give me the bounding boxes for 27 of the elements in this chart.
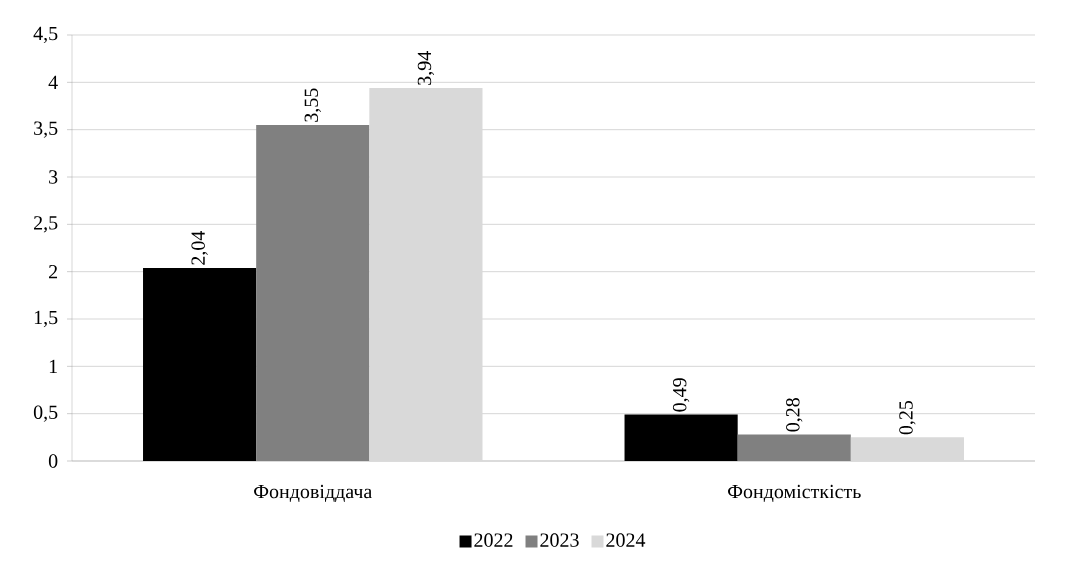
- bar: [850, 437, 964, 461]
- data-label: 3,94: [417, 51, 435, 85]
- data-label: 2,04: [191, 230, 208, 265]
- bar: [369, 88, 483, 461]
- y-tick-label: 3,5: [34, 121, 58, 138]
- y-tick-label: 0: [48, 454, 58, 468]
- bar: [256, 124, 370, 461]
- y-tick-label: 0,5: [33, 405, 58, 422]
- y-tick-label: 2: [49, 265, 58, 279]
- legend-label: 2024: [606, 533, 646, 547]
- x-tick-label: Фондомісткість: [728, 484, 861, 502]
- x-tick-label: Фондовіддача: [254, 484, 373, 502]
- y-tick-label: 3: [49, 170, 58, 184]
- y-tick-label: 1,5: [34, 310, 58, 328]
- y-tick-label: 2,5: [34, 216, 58, 233]
- data-label: 0,25: [899, 400, 916, 435]
- bar: [624, 414, 738, 461]
- legend-label: 2023: [540, 533, 579, 547]
- data-label: 0,49: [672, 378, 690, 412]
- legend-label: 2022: [474, 533, 513, 547]
- bar: [143, 267, 257, 461]
- y-tick-label: 4,5: [33, 26, 58, 44]
- y-tick-label: 1: [49, 359, 57, 373]
- data-label: 3,55: [304, 88, 321, 122]
- y-tick-label: 4: [48, 75, 58, 89]
- bar: [737, 434, 851, 461]
- data-label: 0,28: [786, 398, 803, 432]
